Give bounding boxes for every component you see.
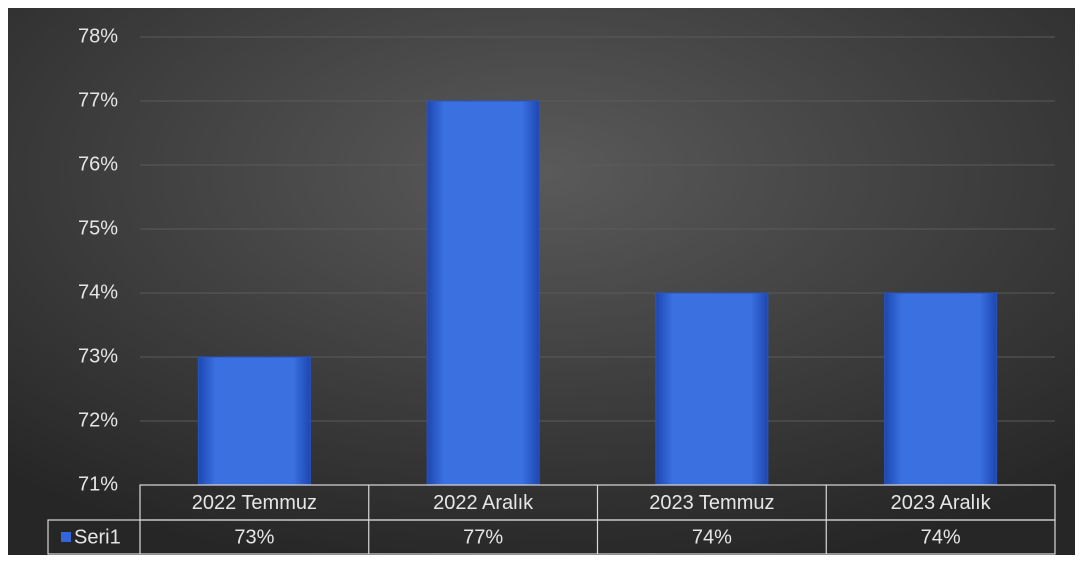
y-tick-label: 71%	[78, 473, 118, 495]
x-tick-label: 2022 Temmuz	[192, 492, 317, 514]
y-tick-label: 78%	[78, 25, 118, 47]
y-tick-label: 77%	[78, 89, 118, 111]
table-row-border	[47, 519, 1056, 555]
y-tick-label: 76%	[78, 153, 118, 175]
bar	[197, 356, 311, 486]
x-tick-label: 2022 Aralık	[433, 492, 534, 514]
data-label: 74%	[921, 526, 961, 548]
legend-label: Seri1	[74, 526, 121, 548]
bar	[884, 292, 998, 486]
x-tick-label: 2023 Temmuz	[649, 492, 774, 514]
y-tick-label: 75%	[78, 217, 118, 239]
y-tick-label: 72%	[78, 409, 118, 431]
y-tick-label: 73%	[78, 345, 118, 367]
bar	[655, 292, 769, 486]
legend-swatch	[61, 532, 71, 542]
data-label: 77%	[463, 526, 503, 548]
bar	[426, 100, 540, 486]
data-label: 73%	[234, 526, 274, 548]
x-tick-label: 2023 Aralık	[891, 492, 992, 514]
data-label: 74%	[692, 526, 732, 548]
y-tick-label: 74%	[78, 281, 118, 303]
